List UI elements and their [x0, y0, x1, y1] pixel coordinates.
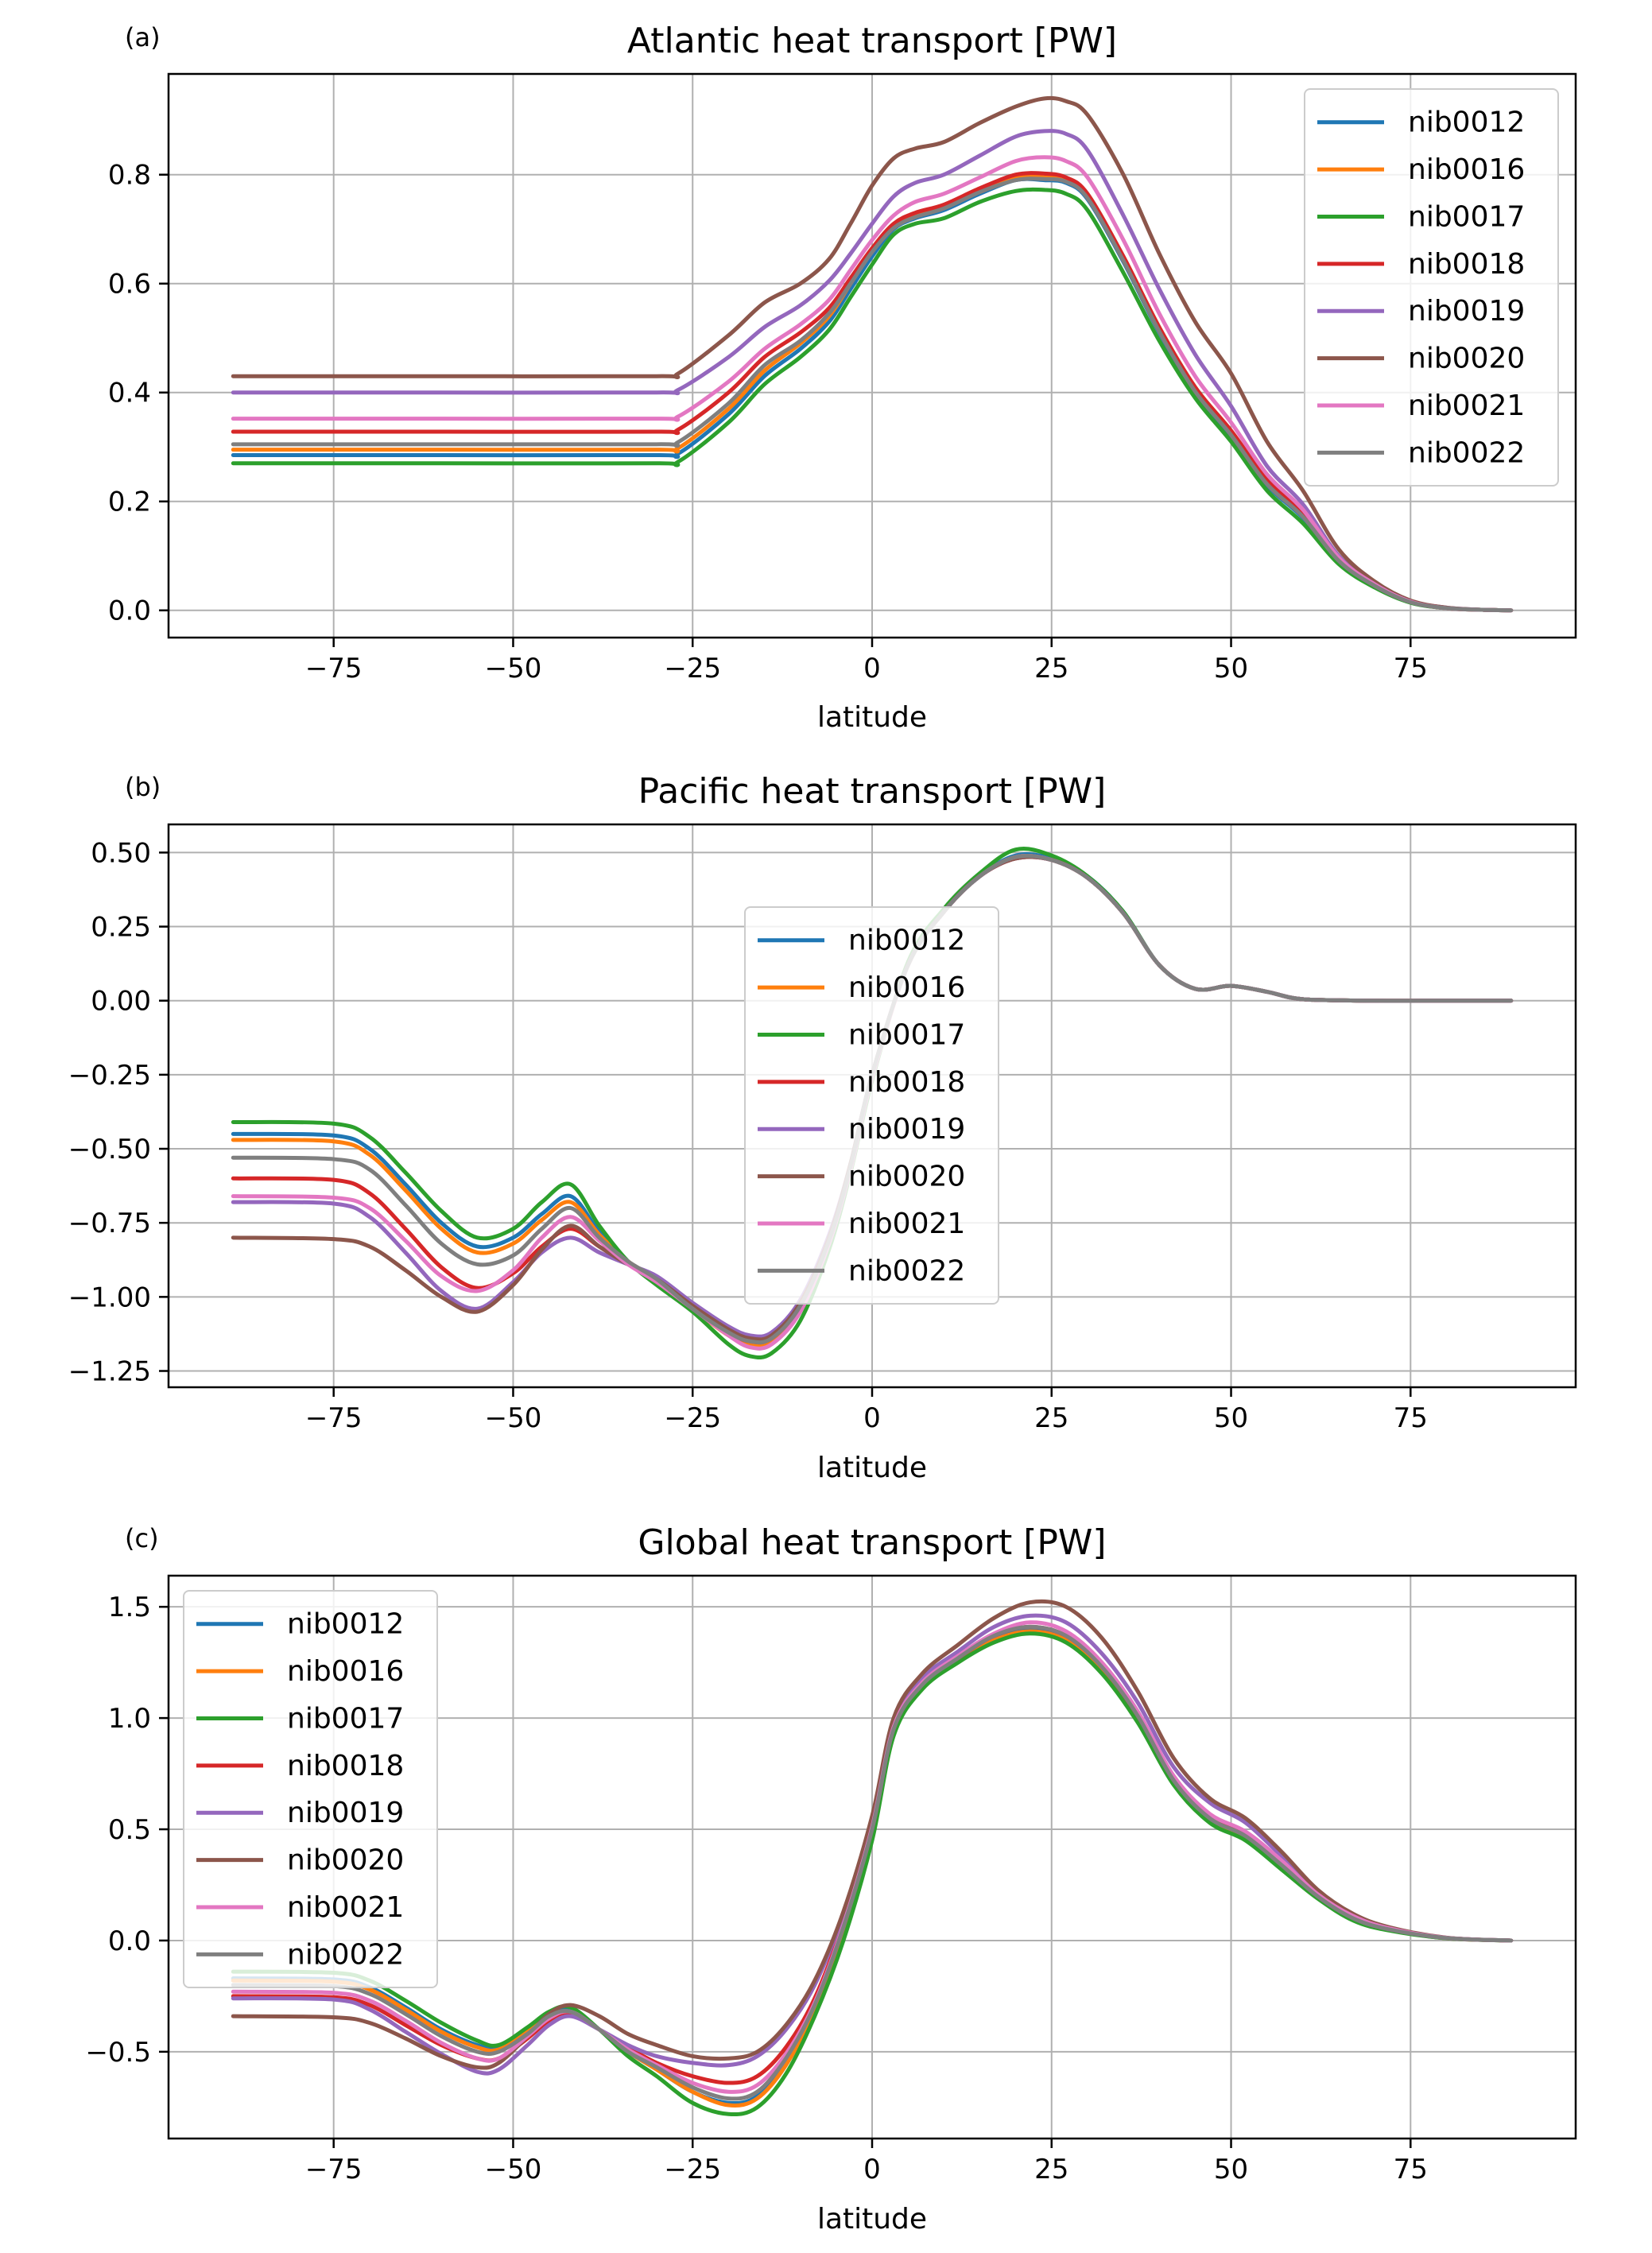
x-tick-label: −50 [485, 653, 542, 684]
legend-box [744, 906, 999, 1305]
series-line-nib0017 [231, 1631, 1514, 2116]
y-tick-label: −0.5 [85, 2037, 151, 2069]
y-tick-label: 1.0 [108, 1703, 151, 1735]
x-tick-label: 0 [863, 1402, 881, 1434]
legend-label: nib0017 [1408, 200, 1525, 233]
legend-box [183, 1590, 438, 1988]
x-tick-label: −75 [305, 653, 363, 684]
x-tick-label: −50 [485, 2154, 542, 2185]
panel-title: Global heat transport [PW] [638, 1522, 1106, 1563]
y-tick-label: −1.00 [68, 1282, 151, 1313]
legend-label: nib0021 [848, 1208, 965, 1240]
x-axis-label: latitude [817, 2203, 927, 2236]
x-tick-label: −25 [664, 653, 721, 684]
y-tick-label: 0.0 [108, 595, 151, 627]
y-tick-label: 1.5 [108, 1592, 151, 1623]
legend-label: nib0019 [1408, 295, 1525, 328]
legend-label: nib0018 [1408, 248, 1525, 281]
series-line-nib0021 [231, 155, 1514, 613]
x-tick-label: −25 [664, 2154, 721, 2185]
legend: nib0012 nib0016 nib0017 nib0018 nib0019 nib00… [1304, 88, 1559, 487]
plot-area: −75 −50 −25 0 25 50 75 −1.25 −1.00 −0.75 −0.50 −0.2… [68, 823, 1577, 1434]
legend-label: nib0016 [1408, 153, 1525, 186]
legend-label: nib0012 [1408, 107, 1525, 139]
x-tick-label: 50 [1214, 1402, 1248, 1434]
y-tick-label: 0.6 [108, 269, 151, 301]
legend: nib0012 nib0016 nib0017 nib0018 nib0019 nib00… [183, 1590, 438, 1988]
y-tick-label: 0.5 [108, 1814, 151, 1846]
series-line-nib0017 [231, 187, 1514, 613]
x-tick-label: 50 [1214, 653, 1248, 684]
legend-label: nib0017 [287, 1702, 404, 1735]
x-tick-label: 25 [1034, 1402, 1068, 1434]
x-tick-label: −75 [305, 2154, 363, 2185]
legend-label: nib0012 [848, 925, 965, 957]
y-tick-label: −0.50 [68, 1134, 151, 1165]
x-axis-label: latitude [817, 701, 927, 734]
legend-label: nib0018 [287, 1750, 404, 1782]
x-axis-label: latitude [817, 1452, 927, 1484]
plot-area: −75 −50 −25 0 25 50 75−0.50.00.51.01.5nib0012n… [85, 1574, 1577, 2185]
plot-area: −75 −50 −25 0 25 50 750.00.20.40.60.8nib0012ni… [108, 72, 1577, 684]
legend-label: nib0018 [848, 1066, 965, 1099]
legend-label: nib0022 [1408, 436, 1525, 469]
x-tick-label: −75 [305, 1402, 363, 1434]
y-tick-label: 0.8 [108, 160, 151, 192]
legend-label: nib0020 [287, 1844, 404, 1877]
y-tick-label: −0.25 [68, 1060, 151, 1092]
legend-label: nib0022 [287, 1938, 404, 1971]
x-tick-label: 25 [1034, 2154, 1068, 2185]
panel-tag: (c) [125, 1523, 159, 1553]
y-tick-label: 0.0 [108, 1925, 151, 1957]
x-tick-label: 25 [1034, 653, 1068, 684]
legend-label: nib0022 [848, 1254, 965, 1287]
y-tick-label: 0.50 [91, 837, 151, 869]
legend-label: nib0019 [848, 1113, 965, 1146]
x-tick-label: 0 [863, 653, 881, 684]
legend: nib0012 nib0016 nib0017 nib0018 nib0019 nib00… [744, 906, 999, 1305]
legend-label: nib0016 [287, 1655, 404, 1688]
y-tick-label: 0.00 [91, 986, 151, 1018]
panel-title: Atlantic heat transport [PW] [627, 21, 1117, 61]
series-line-nib0020 [231, 95, 1514, 613]
y-tick-label: −1.25 [68, 1356, 151, 1388]
series-line-nib0022 [231, 1624, 1514, 2101]
x-tick-label: 75 [1394, 1402, 1428, 1434]
panel-tag: (b) [125, 772, 161, 802]
panel-c: (c) Global heat transport [PW] −75 −50 −25… [85, 1522, 1577, 2236]
panel-title: Pacific heat transport [PW] [638, 771, 1107, 812]
x-tick-label: −50 [485, 1402, 542, 1434]
legend-label: nib0020 [848, 1161, 965, 1193]
y-tick-label: 0.2 [108, 487, 151, 518]
series-line-nib0020 [231, 1599, 1514, 2070]
legend-label: nib0020 [1408, 343, 1525, 375]
legend-label: nib0017 [848, 1018, 965, 1051]
legend-label: nib0016 [848, 971, 965, 1004]
x-tick-label: 75 [1394, 2154, 1428, 2185]
legend-label: nib0021 [287, 1891, 404, 1924]
legend-label: nib0021 [1408, 390, 1525, 422]
y-tick-label: −0.75 [68, 1208, 151, 1239]
y-tick-label: 0.25 [91, 912, 151, 944]
panel-tag: (a) [125, 22, 161, 52]
series-line-nib0022 [231, 176, 1514, 613]
legend-label: nib0012 [287, 1608, 404, 1641]
x-tick-label: 75 [1394, 653, 1428, 684]
legend-box [1304, 88, 1559, 487]
legend-label: nib0019 [287, 1797, 404, 1829]
x-tick-label: 0 [863, 2154, 881, 2185]
panel-a: (a) Atlantic heat transport [PW] −75 −50 −… [108, 21, 1577, 734]
x-tick-label: 50 [1214, 2154, 1248, 2185]
x-tick-label: −25 [664, 1402, 721, 1434]
y-tick-label: 0.4 [108, 378, 151, 409]
panel-b: (b) Pacific heat transport [PW] −75 −50 −2… [68, 771, 1577, 1484]
